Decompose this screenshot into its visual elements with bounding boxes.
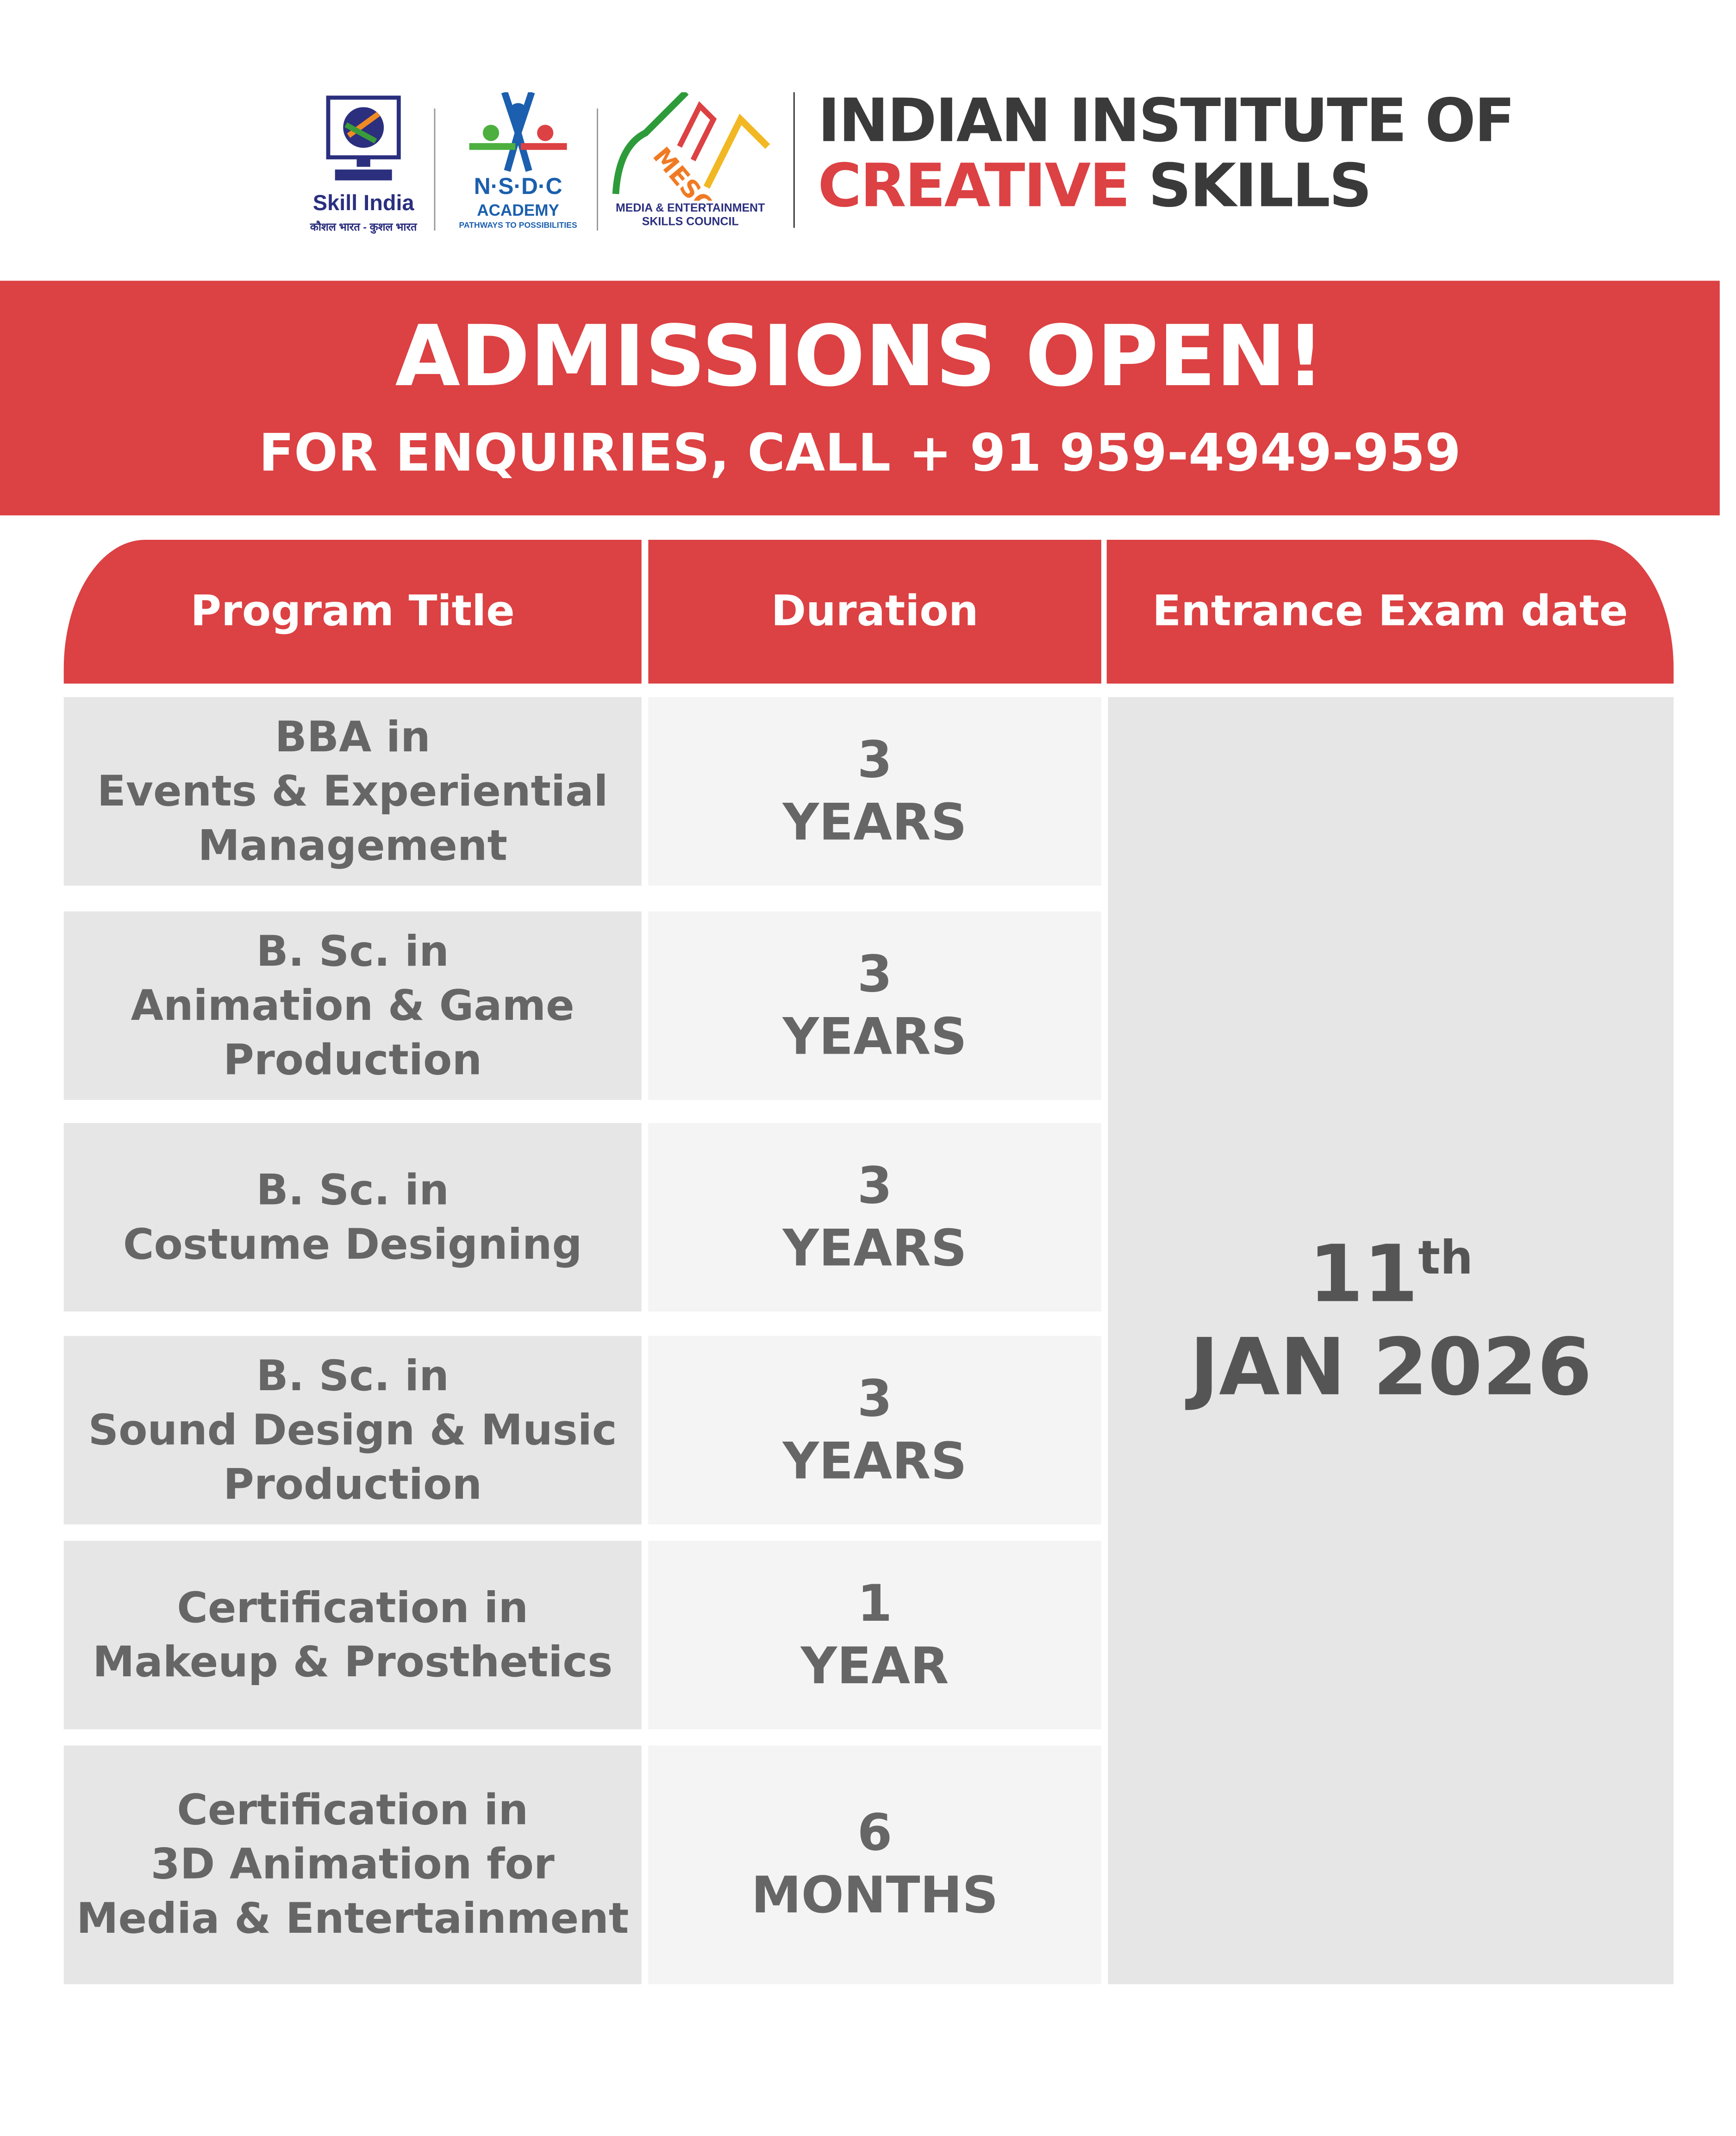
program-title-line: Certification in bbox=[177, 1786, 529, 1835]
duration-value: 6 bbox=[857, 1804, 893, 1862]
exam-date-cell: 11th JAN 2026 bbox=[1108, 697, 1674, 1985]
duration-value: 3 bbox=[857, 730, 893, 789]
mesc-full-line1: MEDIA & ENTERTAINMENT bbox=[616, 200, 765, 214]
program-title-cell: BBA in Events & Experiential Management bbox=[63, 697, 642, 886]
duration-cell: 3 YEARS bbox=[648, 1336, 1101, 1524]
duration-cell: 6 MONTHS bbox=[648, 1745, 1101, 1985]
nsdc-sub: ACADEMY bbox=[477, 200, 559, 220]
duration-unit: YEARS bbox=[782, 1218, 967, 1277]
banner-title: ADMISSIONS OPEN! bbox=[395, 306, 1325, 406]
program-title-line: BBA in bbox=[275, 712, 431, 762]
divider bbox=[597, 108, 598, 231]
program-title-line: Costume Designing bbox=[123, 1220, 582, 1269]
duration-unit: MONTHS bbox=[751, 1866, 999, 1925]
program-title-line: Events & Experiential bbox=[97, 767, 608, 816]
institute-name: INDIAN INSTITUTE OF CREATIVE SKILLS bbox=[818, 87, 1515, 221]
header-exam-date: Entrance Exam date bbox=[1106, 540, 1674, 684]
skill-india-name: Skill India bbox=[312, 193, 414, 216]
duration-value: 3 bbox=[857, 944, 893, 1003]
mesc-full-line2: SKILLS COUNCIL bbox=[642, 214, 739, 228]
program-title-cell: Certification in 3D Animation for Media & … bbox=[63, 1745, 642, 1985]
institute-creative: CREATIVE bbox=[818, 152, 1130, 221]
program-title-line: B. Sc. in bbox=[256, 927, 449, 976]
duration-unit: YEARS bbox=[782, 1431, 967, 1490]
nsdc-tagline: PATHWAYS TO POSSIBILITIES bbox=[459, 222, 577, 231]
divider bbox=[434, 108, 436, 231]
exam-month-year: JAN 2026 bbox=[1189, 1321, 1592, 1414]
duration-unit: YEARS bbox=[782, 793, 967, 851]
program-title-line: Sound Design & Music bbox=[88, 1405, 617, 1455]
mesc-mark: MESC bbox=[647, 142, 718, 201]
program-title-cell: B. Sc. in Animation & Game Production bbox=[63, 911, 642, 1100]
program-title-line: B. Sc. in bbox=[256, 1351, 449, 1400]
program-title-line: 3D Animation for bbox=[150, 1840, 555, 1890]
program-title-line: Production bbox=[223, 1035, 482, 1085]
duration-cell: 3 YEARS bbox=[648, 697, 1101, 886]
divider bbox=[793, 92, 795, 228]
exam-day-number: 11 bbox=[1308, 1227, 1418, 1320]
duration-cell: 3 YEARS bbox=[648, 1123, 1101, 1312]
program-title-cell: B. Sc. in Costume Designing bbox=[63, 1123, 642, 1312]
duration-value: 3 bbox=[857, 1156, 893, 1215]
duration-value: 1 bbox=[857, 1574, 893, 1632]
duration-cell: 3 YEARS bbox=[648, 911, 1101, 1100]
program-title-line: Animation & Game bbox=[131, 981, 575, 1031]
mesc-logo: MESC MEDIA & ENTERTAINMENT SKILLS COUNCI… bbox=[605, 92, 776, 235]
program-title-line: B. Sc. in bbox=[256, 1166, 449, 1215]
program-title-line: Management bbox=[198, 821, 507, 870]
program-title-line: Media & Entertainment bbox=[76, 1894, 629, 1944]
program-title-line: Makeup & Prosthetics bbox=[93, 1637, 613, 1687]
header-program-title: Program Title bbox=[63, 540, 642, 684]
exam-day-suffix: th bbox=[1418, 1231, 1473, 1286]
nsdc-figures-icon bbox=[469, 92, 567, 172]
institute-skills: SKILLS bbox=[1148, 152, 1372, 221]
duration-value: 3 bbox=[857, 1369, 893, 1428]
exam-day: 11th bbox=[1309, 1212, 1473, 1320]
skill-india-monitor-icon bbox=[326, 95, 401, 181]
program-title-line: Certification in bbox=[177, 1583, 529, 1632]
institute-line1: INDIAN INSTITUTE OF bbox=[818, 87, 1515, 156]
program-title-cell: Certification in Makeup & Prosthetics bbox=[63, 1541, 642, 1730]
header-duration: Duration bbox=[648, 540, 1101, 684]
nsdc-name: N·S·D·C bbox=[474, 174, 562, 200]
nsdc-logo: N·S·D·C ACADEMY PATHWAYS TO POSSIBILITIE… bbox=[448, 92, 589, 238]
mesc-figures-icon: MESC bbox=[612, 92, 770, 201]
duration-unit: YEARS bbox=[782, 1007, 967, 1066]
duration-unit: YEAR bbox=[800, 1636, 949, 1695]
program-title-cell: B. Sc. in Sound Design & Music Production bbox=[63, 1336, 642, 1524]
admissions-banner: ADMISSIONS OPEN! FOR ENQUIRIES, CALL + 9… bbox=[0, 281, 1720, 516]
institute-line2: CREATIVE SKILLS bbox=[818, 152, 1514, 221]
banner-subtitle: FOR ENQUIRIES, CALL + 91 959-4949-959 bbox=[259, 423, 1461, 483]
skill-india-logo: Skill India कौशल भारत - कुशल भारत bbox=[301, 95, 426, 237]
skill-india-tagline: कौशल भारत - कुशल भारत bbox=[310, 221, 417, 233]
duration-cell: 1 YEAR bbox=[648, 1541, 1101, 1730]
program-title-line: Production bbox=[223, 1460, 482, 1509]
